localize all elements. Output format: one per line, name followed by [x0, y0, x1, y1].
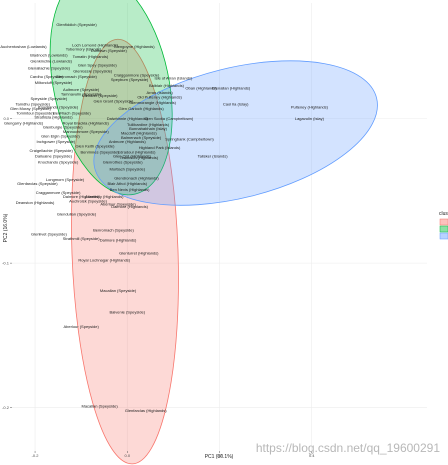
legend: cluster [439, 211, 448, 239]
point-label: Balvenie (Speyside) [109, 310, 145, 315]
x-tick-label: -0.2 [32, 453, 40, 458]
x-tick-label: 0.0 [124, 453, 130, 458]
point-label: Blair Athol (Highlands) [107, 181, 147, 186]
point-label: Glenfiddich (Speyside) [56, 22, 97, 27]
point-label: Benromach (Speyside) [56, 74, 97, 79]
point-label: Speyside (Speyside) [31, 96, 68, 101]
point-label: Glen Grant (Speyside) [94, 99, 134, 104]
point-label: Macallan (Speyside) [81, 404, 118, 409]
point-label: Miltonduff (Speyside) [35, 80, 73, 85]
point-label: Glenrothes (Speyside) [103, 159, 143, 164]
point-label: Isle of Arran (Islands) [154, 76, 192, 81]
point-label: Dalmore (Highlands) [111, 204, 148, 209]
point-label: Knochando (Speyside) [38, 159, 79, 164]
point-label: Glengarry (Highlands) [4, 120, 44, 125]
point-label: Glendullan (Speyside) [57, 211, 97, 216]
point-label: Pulteney (Highlands) [291, 104, 329, 109]
point-label: Inchgower (Speyside) [36, 139, 75, 144]
point-label: Dailuaine (Speyside) [35, 154, 73, 159]
point-label: Macallan (Speyside) [100, 288, 137, 293]
point-label: Tomatin (Highlands) [73, 54, 109, 59]
legend-key-3 [440, 233, 448, 239]
point-label: Mortlach (Speyside) [109, 167, 145, 172]
point-label: Glenallachie (Speyside) [28, 65, 71, 70]
legend-title: cluster [439, 211, 448, 217]
point-label: Glenallan (Highlands) [212, 86, 251, 91]
point-label: Glendronach (Highlands) [114, 175, 159, 180]
point-label: Glenfarclas (Highlands) [125, 408, 167, 413]
point-label: Old Pulteney (Highlands) [137, 94, 182, 99]
point-label: Balblair (Highlands) [149, 83, 185, 88]
point-label: Dalmore (Highlands) [100, 237, 137, 242]
point-label: Glen Scotia (Campbeltown) [144, 116, 194, 121]
point-label: Glen Elgin (Speyside) [41, 133, 80, 138]
watermark-text: https://blog.csdn.net/qq_19600291 [256, 441, 440, 455]
point-label: Benromach (Speyside) [93, 227, 134, 232]
y-tick-label: 0.0 [3, 116, 9, 121]
legend-key-1 [440, 219, 448, 225]
point-label: Ben Nevis (Highlands) [110, 187, 150, 192]
point-label: Glen Keith (Speyside) [76, 144, 116, 149]
point-label: Glenlivet (Speyside) [82, 93, 118, 98]
point-label: Aberlour (Speyside) [63, 324, 99, 329]
point-label: Glen Garioch (Highlands) [119, 106, 165, 111]
point-label: Strathisla (Highlands) [34, 115, 73, 120]
legend-key-2 [440, 226, 448, 232]
y-tick-label: -0.1 [2, 261, 10, 266]
point-label: Glenfarclas (Speyside) [17, 181, 58, 186]
point-label: Glenmorangie (Highlands) [129, 100, 176, 105]
point-label: Dufftown (Speyside) [91, 48, 128, 53]
y-axis-title: PC2 (16.0%) [3, 213, 9, 242]
point-label: Bladnoch (Lowlands) [30, 52, 68, 57]
point-label: Deanston (Highlands) [16, 200, 55, 205]
point-label: Royal Lochnagar (Highlands) [78, 258, 130, 263]
point-label: Glen Spey (Speyside) [78, 63, 118, 68]
point-label: Lagavulin (Islay) [295, 116, 325, 121]
y-axis-ticks: 0.0 -0.1 -0.2 [2, 116, 12, 410]
point-label: Glenlossie (Speyside) [73, 68, 113, 73]
point-label: Talisker (Islands) [198, 154, 229, 159]
point-label: Caol Ila (Islay) [223, 102, 249, 107]
point-label: Glenturret (Highlands) [119, 250, 159, 255]
point-label: Auchentoshan (Lowlands) [0, 44, 47, 49]
point-label: Speyburn (Speyside) [111, 77, 149, 82]
point-label: Strathmill (Speyside) [63, 236, 101, 241]
y-tick-label: -0.2 [2, 405, 10, 410]
point-label: Springbank (Campbeltown) [165, 136, 214, 141]
point-label: Glenkinchie (Lowlands) [30, 58, 72, 63]
point-label: Dalwhinnie (Highlands) [107, 116, 149, 121]
x-axis-title: PC1 (30.1%) [205, 454, 234, 460]
point-label: Craigellachie (Speyside) [30, 148, 74, 153]
